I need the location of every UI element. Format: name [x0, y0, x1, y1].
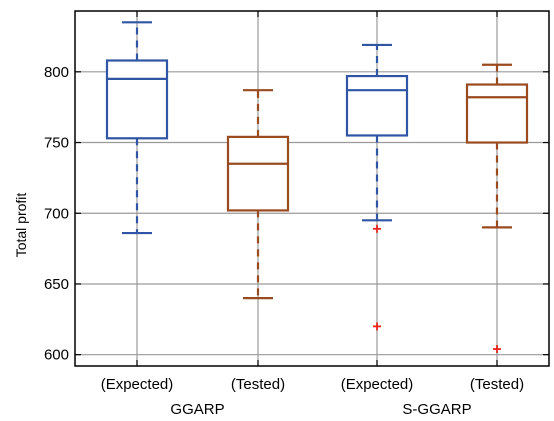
- x-group-label: GGARP: [170, 401, 224, 418]
- x-category-label: (Expected): [101, 376, 174, 393]
- y-tick-label: 650: [44, 276, 69, 293]
- box-s-ggarp-tested: [465, 63, 529, 354]
- x-axis-labels: (Expected) (Tested) (Expected) (Tested) GGAR…: [101, 376, 524, 418]
- x-category-label: (Expected): [341, 376, 414, 393]
- box-body: [226, 135, 290, 212]
- box-body: [465, 83, 529, 144]
- box-ggarp-expected: [105, 21, 169, 235]
- box-body: [345, 74, 409, 137]
- y-tick-label: 600: [44, 347, 69, 364]
- x-category-label: (Tested): [231, 376, 285, 393]
- y-tick-label: 700: [44, 205, 69, 222]
- plot-frame: [74, 10, 550, 367]
- box-ggarp-tested: [226, 89, 290, 300]
- outlier-marker: [373, 224, 381, 233]
- y-tick-label: 800: [44, 64, 69, 81]
- outlier-marker: [493, 345, 501, 354]
- y-axis-title: Total profit: [13, 193, 29, 258]
- boxes: [105, 21, 529, 354]
- box-body: [105, 59, 169, 140]
- x-category-label: (Tested): [470, 376, 524, 393]
- y-tick-label: 750: [44, 135, 69, 152]
- box-s-ggarp-expected: [345, 43, 409, 331]
- x-group-label: S-GGARP: [402, 401, 471, 418]
- y-axis-ticks: 600 650 700 750 800: [44, 11, 549, 366]
- outlier-marker: [373, 322, 381, 331]
